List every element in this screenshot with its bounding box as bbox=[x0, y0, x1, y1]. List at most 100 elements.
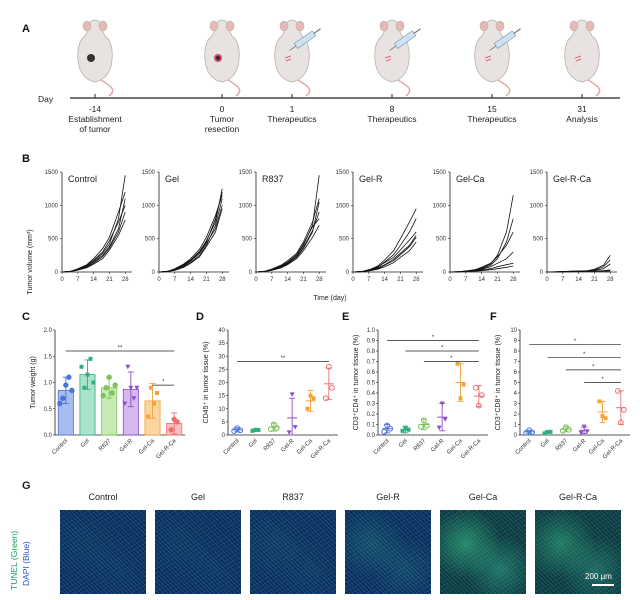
significance-mark: ** bbox=[281, 356, 286, 362]
x-tick-label: 7 bbox=[561, 277, 565, 283]
x-tick-label: Gel-R-Ca bbox=[310, 438, 333, 461]
growth-line bbox=[255, 218, 320, 273]
mouse-icon bbox=[374, 19, 421, 97]
y-tick-label: 0.8 bbox=[367, 349, 376, 355]
data-point bbox=[63, 382, 69, 388]
data-point bbox=[122, 401, 128, 406]
y-tick-label: 10 bbox=[218, 407, 225, 413]
syringe-icon bbox=[289, 28, 321, 51]
day-label: Day bbox=[38, 94, 54, 104]
data-point bbox=[289, 392, 295, 397]
data-point bbox=[149, 385, 153, 390]
data-point bbox=[270, 421, 277, 428]
data-point bbox=[174, 419, 180, 425]
panel-e-letter: E bbox=[342, 311, 349, 323]
x-tick-label: 28 bbox=[413, 277, 420, 283]
x-tick-label: 21 bbox=[494, 277, 501, 283]
y-axis-label: CD45⁺ in tumor tissue (%) bbox=[203, 342, 210, 424]
data-point bbox=[584, 429, 590, 434]
x-tick-label: 14 bbox=[575, 277, 582, 283]
syringe-needle bbox=[289, 45, 297, 51]
panel-c-letter: C bbox=[22, 311, 30, 323]
y-tick-label: 0 bbox=[55, 270, 59, 276]
significance-mark: * bbox=[432, 335, 435, 341]
tunel-title-1: Gel bbox=[190, 492, 205, 502]
mouse-icon bbox=[77, 19, 114, 97]
x-tick-label: 21 bbox=[300, 277, 307, 283]
x-tick-label: Control bbox=[223, 438, 241, 456]
data-point bbox=[545, 429, 550, 434]
y-tick-label: 0.7 bbox=[367, 360, 376, 366]
panel-a-letter: A bbox=[22, 23, 30, 35]
data-point bbox=[458, 396, 463, 401]
y-tick-label: 1000 bbox=[239, 203, 253, 209]
tunel-image-4 bbox=[440, 510, 526, 594]
x-tick-label: 7 bbox=[173, 277, 177, 283]
y-tick-label: 0 bbox=[514, 433, 518, 439]
incision-mark bbox=[284, 55, 292, 62]
mouse-ear-left bbox=[82, 20, 92, 32]
y-tick-label: 1500 bbox=[433, 170, 447, 176]
data-point bbox=[155, 391, 159, 395]
data-point bbox=[253, 427, 258, 432]
mouse-ear-left bbox=[209, 20, 219, 32]
x-tick-label: Gel-R bbox=[280, 438, 296, 454]
y-tick-label: 1500 bbox=[142, 170, 156, 176]
y-tick-label: 35 bbox=[218, 341, 225, 347]
growth-line bbox=[449, 265, 514, 273]
data-point bbox=[250, 428, 255, 433]
tumor-dot bbox=[87, 54, 95, 62]
y-tick-label: 500 bbox=[145, 237, 156, 243]
mouse-ear-right bbox=[98, 20, 108, 32]
timeline-caption: of tumor bbox=[79, 124, 110, 134]
syringe-plunger bbox=[413, 28, 421, 34]
x-tick-label: 21 bbox=[397, 277, 404, 283]
significance-mark: * bbox=[583, 352, 586, 358]
panel-f-letter: F bbox=[490, 311, 497, 323]
x-tick-label: 21 bbox=[591, 277, 598, 283]
y-tick-label: 1500 bbox=[336, 170, 350, 176]
data-point bbox=[328, 384, 335, 391]
data-point bbox=[69, 387, 75, 394]
data-point bbox=[620, 406, 627, 413]
data-point bbox=[125, 364, 131, 370]
data-point bbox=[231, 428, 238, 434]
data-point bbox=[106, 374, 112, 380]
y-tick-label: 15 bbox=[218, 394, 225, 400]
timeline-day: 8 bbox=[390, 104, 395, 114]
mouse-ear-right bbox=[585, 20, 595, 32]
mouse-tail bbox=[297, 79, 311, 97]
data-point bbox=[112, 382, 118, 388]
mouse-icon bbox=[474, 19, 521, 97]
tunel-image-1 bbox=[155, 510, 241, 594]
mouse-tail bbox=[587, 79, 601, 97]
significance-mark: * bbox=[450, 356, 453, 362]
y-tick-label: 1500 bbox=[239, 170, 253, 176]
y-tick-label: 0 bbox=[152, 270, 156, 276]
panel-g-tunel: Control Gel R837 Gel-R Gel-Ca Gel-R-Ca 200 μm bbox=[0, 470, 640, 600]
y-tick-label: 1.0 bbox=[44, 381, 53, 387]
y-tick-label: 500 bbox=[48, 237, 59, 243]
mouse-ear-right bbox=[495, 20, 505, 32]
data-point bbox=[286, 430, 292, 435]
data-point bbox=[82, 385, 87, 390]
panel-d-letter: D bbox=[196, 311, 204, 323]
data-point bbox=[103, 385, 109, 391]
x-tick-label: 7 bbox=[464, 277, 468, 283]
data-point bbox=[478, 392, 485, 399]
y-tick-label: 5 bbox=[222, 420, 226, 426]
growth-line bbox=[158, 188, 223, 273]
y-tick-label: 0 bbox=[346, 270, 350, 276]
data-point bbox=[523, 430, 530, 436]
panel-f-cd8: F 0 1 2 3 4 5 6 7 8 9 10 CD3⁺CD8⁺ in tumor tissue (… bbox=[490, 311, 630, 460]
x-tick-label: R837 bbox=[413, 438, 428, 453]
data-point bbox=[529, 429, 536, 436]
incision-mark bbox=[384, 55, 392, 62]
timeline-caption: Tumor bbox=[210, 114, 234, 124]
mouse-body bbox=[374, 19, 410, 83]
growth-line bbox=[352, 231, 417, 273]
data-point bbox=[305, 406, 310, 411]
data-point bbox=[403, 425, 408, 430]
